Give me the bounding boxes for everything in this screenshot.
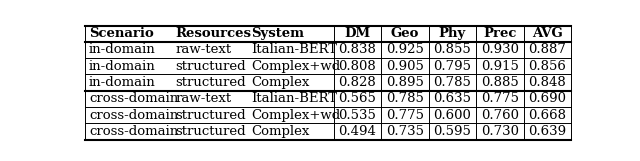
Text: in-domain: in-domain	[89, 60, 156, 73]
Text: in-domain: in-domain	[89, 43, 156, 57]
Text: 0.775: 0.775	[386, 109, 424, 122]
Text: Complex+wd: Complex+wd	[251, 109, 340, 122]
Text: Scenario: Scenario	[89, 27, 154, 40]
Text: structured: structured	[175, 60, 246, 73]
Text: 0.930: 0.930	[481, 43, 519, 57]
Text: 0.856: 0.856	[529, 60, 566, 73]
Text: raw-text: raw-text	[175, 43, 232, 57]
Text: 0.760: 0.760	[481, 109, 519, 122]
Text: 0.494: 0.494	[339, 125, 376, 138]
Text: 0.635: 0.635	[433, 92, 471, 105]
Text: 0.895: 0.895	[386, 76, 424, 89]
Text: 0.855: 0.855	[433, 43, 471, 57]
Text: 0.905: 0.905	[386, 60, 424, 73]
Text: 0.775: 0.775	[481, 92, 519, 105]
Text: 0.595: 0.595	[433, 125, 471, 138]
Text: 0.785: 0.785	[433, 76, 471, 89]
Text: Geo: Geo	[390, 27, 419, 40]
Text: 0.730: 0.730	[481, 125, 519, 138]
Text: DM: DM	[344, 27, 371, 40]
Text: 0.848: 0.848	[529, 76, 566, 89]
Text: in-domain: in-domain	[89, 76, 156, 89]
Text: Prec: Prec	[483, 27, 516, 40]
Text: 0.915: 0.915	[481, 60, 519, 73]
Text: Resources: Resources	[175, 27, 252, 40]
Text: AVG: AVG	[532, 27, 563, 40]
Text: cross-domain: cross-domain	[89, 92, 178, 105]
Text: Complex: Complex	[251, 125, 309, 138]
Text: Phy: Phy	[438, 27, 466, 40]
Text: cross-domain: cross-domain	[89, 109, 178, 122]
Text: 0.785: 0.785	[386, 92, 424, 105]
Text: cross-domain: cross-domain	[89, 125, 178, 138]
Text: 0.808: 0.808	[339, 60, 376, 73]
Text: Italian-BERT: Italian-BERT	[251, 43, 337, 57]
Text: 0.795: 0.795	[433, 60, 471, 73]
Text: 0.925: 0.925	[386, 43, 424, 57]
Text: 0.535: 0.535	[339, 109, 376, 122]
Text: 0.639: 0.639	[528, 125, 566, 138]
Text: structured: structured	[175, 109, 246, 122]
Text: 0.690: 0.690	[528, 92, 566, 105]
Text: Italian-BERT: Italian-BERT	[251, 92, 337, 105]
Text: 0.668: 0.668	[528, 109, 566, 122]
Text: Complex: Complex	[251, 76, 309, 89]
Text: Complex+wd: Complex+wd	[251, 60, 340, 73]
Text: 0.565: 0.565	[339, 92, 376, 105]
Text: 0.887: 0.887	[529, 43, 566, 57]
Text: 0.600: 0.600	[433, 109, 471, 122]
Text: 0.735: 0.735	[386, 125, 424, 138]
Text: 0.838: 0.838	[339, 43, 376, 57]
Text: raw-text: raw-text	[175, 92, 232, 105]
Text: structured: structured	[175, 76, 246, 89]
Text: 0.828: 0.828	[339, 76, 376, 89]
Text: 0.885: 0.885	[481, 76, 518, 89]
Text: structured: structured	[175, 125, 246, 138]
Text: System: System	[251, 27, 304, 40]
